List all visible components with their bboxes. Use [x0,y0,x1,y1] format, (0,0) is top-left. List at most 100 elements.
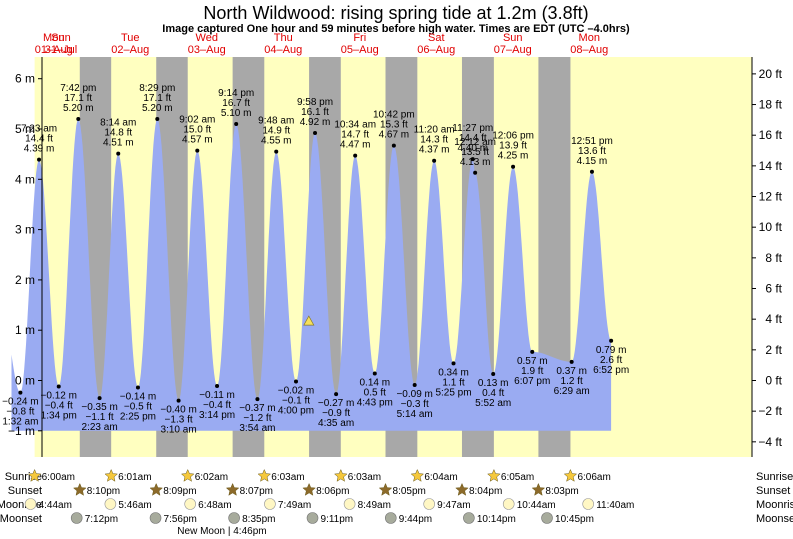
low-water-label: 5:14 am [397,409,433,420]
low-water-label: −0.1 ft [282,396,310,407]
moonrise-time: 5:46am [118,500,151,511]
high-water-point [195,148,200,153]
left-tick-label: 0 m [15,374,35,388]
sunset-icon [149,482,164,496]
low-water-label: 0.13 m [478,378,509,389]
low-water-label: −0.40 m [160,405,196,416]
high-water-label: 5.20 m [63,103,94,114]
sunrise-icon [180,468,195,482]
sunset-icon [225,482,240,496]
low-water-point [372,371,377,376]
low-water-label: −0.9 ft [322,408,350,419]
moonset-icon [384,512,397,524]
left-tick-label: 5 m [15,122,35,136]
high-water-label: 13.6 ft [578,146,606,157]
high-water-label: 4.37 m [419,145,450,156]
right-tick-label: 10 ft [759,220,783,234]
sunset-time: 8:09pm [163,486,196,497]
high-water-label: 12:12 am [454,137,496,148]
low-water-point [18,390,23,395]
low-water-label: 4:00 pm [278,406,314,417]
day-date: 04–Aug [264,44,302,56]
right-tick-label: 6 ft [765,282,782,296]
low-water-point [294,379,298,384]
high-water-point [470,157,475,162]
high-water-label: 5.20 m [142,103,173,114]
new-moon-label: New Moon | 4:46pm [177,526,266,537]
moonrise-time: 11:40am [596,500,634,511]
moonset-icon [463,512,475,524]
low-water-label: −0.5 ft [124,402,152,413]
sunset-icon [302,482,316,496]
sunrise-icon [487,468,501,482]
low-water-label: −0.35 m [81,402,117,413]
high-water-label: 4.57 m [182,135,213,146]
sunrise-icon [27,468,42,482]
day-date: 05–Aug [341,44,379,56]
low-water-point [176,398,181,403]
high-water-label: 12:06 pm [492,131,534,142]
moonset-time: 7:56pm [164,514,197,525]
low-water-label: 2:23 am [82,422,118,433]
left-tick-label: 1 m [15,323,35,337]
high-water-label: 17.1 ft [143,93,171,104]
moonrise-icon [502,498,515,510]
day-name: Sat [428,32,445,44]
day-name: Thu [274,32,293,44]
high-water-label: 7:23 am [21,124,57,135]
low-water-point [135,385,140,390]
high-water-label: 4.67 m [379,130,410,141]
day-name: Mon [43,32,64,44]
sunrise-time: 6:06am [577,472,610,483]
sunset-icon [455,482,469,496]
right-tick-label: 12 ft [759,190,783,204]
moonrise-time: 4:44am [39,500,72,511]
low-water-label: 0.79 m [596,345,627,356]
moonrise-time: 7:49am [278,500,311,511]
low-water-label: 6:52 pm [593,365,629,376]
high-water-label: 16.1 ft [301,107,329,118]
high-water-label: 14.4 ft [25,134,53,145]
low-water-label: 2:25 pm [120,412,156,423]
high-water-point [37,157,42,162]
row-label-left: Moonset [0,513,42,525]
low-water-label: −1.2 ft [243,413,271,424]
moonrise-icon [264,498,276,510]
high-water-point [589,169,594,174]
low-water-point [412,383,417,388]
high-water-label: 4.47 m [340,140,371,151]
tide-area [11,118,612,431]
low-water-label: 0.34 m [438,367,469,378]
left-tick-label: −1 m [8,424,35,438]
low-water-point [491,371,496,376]
moonrise-time: 9:47am [437,500,470,511]
high-water-label: 4.55 m [261,136,292,147]
moonrise-icon [423,498,435,510]
moonrise-time: 6:48am [198,500,231,511]
high-water-label: 9:02 am [179,115,215,126]
high-water-point [511,164,516,169]
moonrise-time: 8:49am [358,500,391,511]
low-water-label: −0.24 m [2,397,38,408]
high-water-label: 9:48 am [258,116,294,127]
current-level-marker [303,315,315,326]
day-name: Fri [353,32,366,44]
high-water-point [234,121,239,126]
low-water-label: 4:43 pm [357,397,393,408]
low-water-label: 0.37 m [556,366,587,377]
high-water-label: 8:14 am [100,118,136,129]
high-water-label: 11:27 pm [452,123,493,134]
sunset-time: 8:04pm [469,486,502,497]
right-tick-label: 4 ft [765,312,782,326]
right-tick-label: 0 ft [765,374,782,388]
right-tick-label: 14 ft [759,159,783,173]
row-label-right: Moonset [756,513,793,525]
right-tick-label: 20 ft [759,67,783,81]
row-label-left: Sunset [8,485,42,497]
chart-title: North Wildwood: rising spring tide at 1.… [203,3,588,23]
day-name: Sun [503,32,523,44]
moonrise-icon [104,498,117,510]
high-water-label: 15.3 ft [380,120,408,131]
sunrise-time: 6:03am [348,472,381,483]
